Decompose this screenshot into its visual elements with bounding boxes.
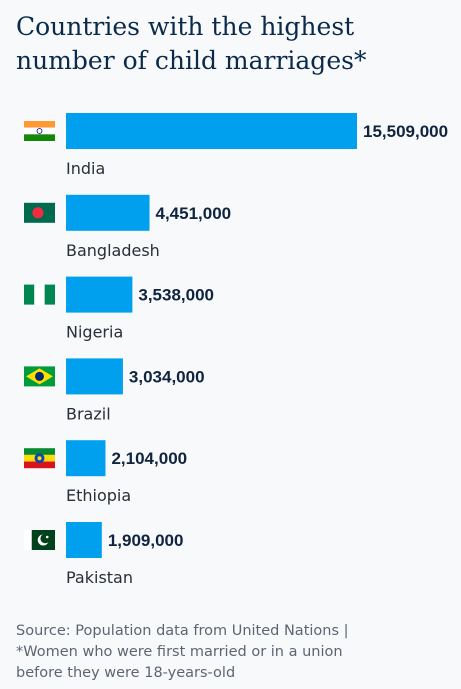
category-label: Brazil (66, 404, 111, 423)
value-label: 1,909,000 (108, 531, 184, 550)
bar-nigeria (66, 276, 133, 313)
category-label: Bangladesh (66, 241, 160, 260)
brazil-flag-icon (24, 366, 55, 387)
bar-pakistan (66, 522, 102, 558)
category-label: Ethiopia (66, 486, 131, 505)
value-label: 3,538,000 (138, 286, 214, 305)
bar-chart: 15,509,000 India 4,451,000 Bangladesh 3,538,… (24, 113, 448, 587)
value-label: 2,104,000 (111, 449, 187, 468)
ethiopia-flag-icon (24, 448, 55, 469)
value-label: 3,034,000 (129, 367, 205, 386)
bar-bangladesh (66, 194, 150, 231)
bar-ethiopia (66, 440, 106, 477)
footnote-line: *Women who were first married or in a un… (16, 644, 343, 660)
source-line: Source: Population data from United Nati… (16, 623, 349, 639)
footnote-line: before they were 18-years-old (16, 665, 236, 681)
category-label: India (66, 159, 105, 178)
pakistan-flag-icon (24, 530, 55, 550)
india-flag-icon (24, 121, 55, 141)
nigeria-flag-icon (24, 284, 55, 305)
value-label: 4,451,000 (156, 204, 232, 223)
bangladesh-flag-icon (24, 202, 55, 223)
bar-india (66, 113, 357, 149)
category-label: Nigeria (66, 323, 123, 342)
source-note: Source: Population data from United Nati… (16, 621, 446, 684)
category-label: Pakistan (66, 568, 133, 587)
bar-brazil (66, 358, 123, 395)
chart-title: Countries with the highest number of chi… (16, 12, 367, 75)
value-label: 15,509,000 (363, 122, 448, 141)
